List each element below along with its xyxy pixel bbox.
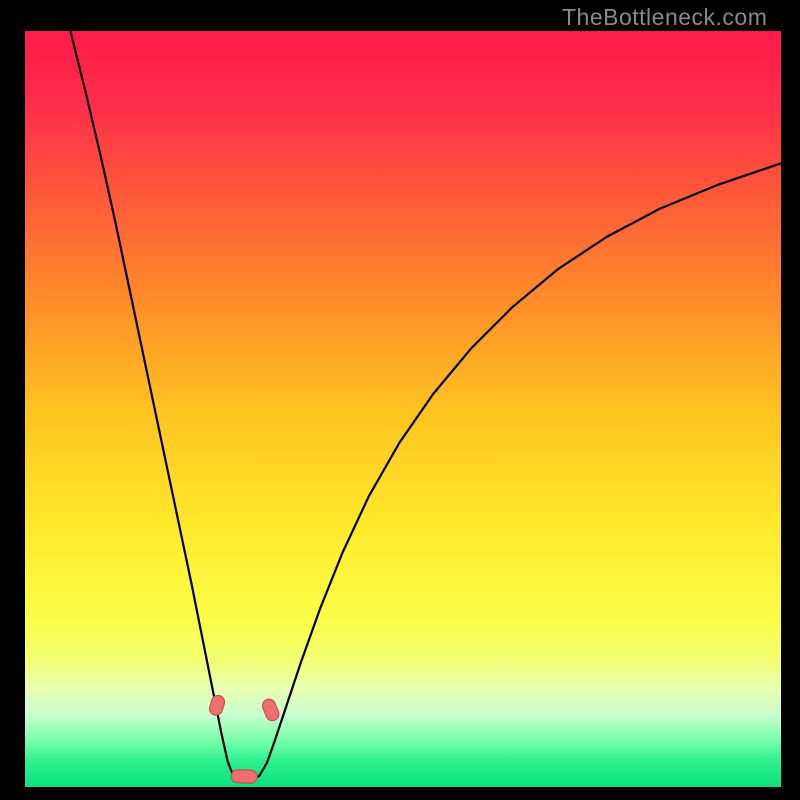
watermark-label: TheBottleneck.com — [562, 4, 767, 31]
plot-area — [25, 31, 781, 787]
gradient-background — [25, 31, 781, 787]
curve-marker — [231, 769, 257, 783]
plot-svg — [25, 31, 781, 787]
